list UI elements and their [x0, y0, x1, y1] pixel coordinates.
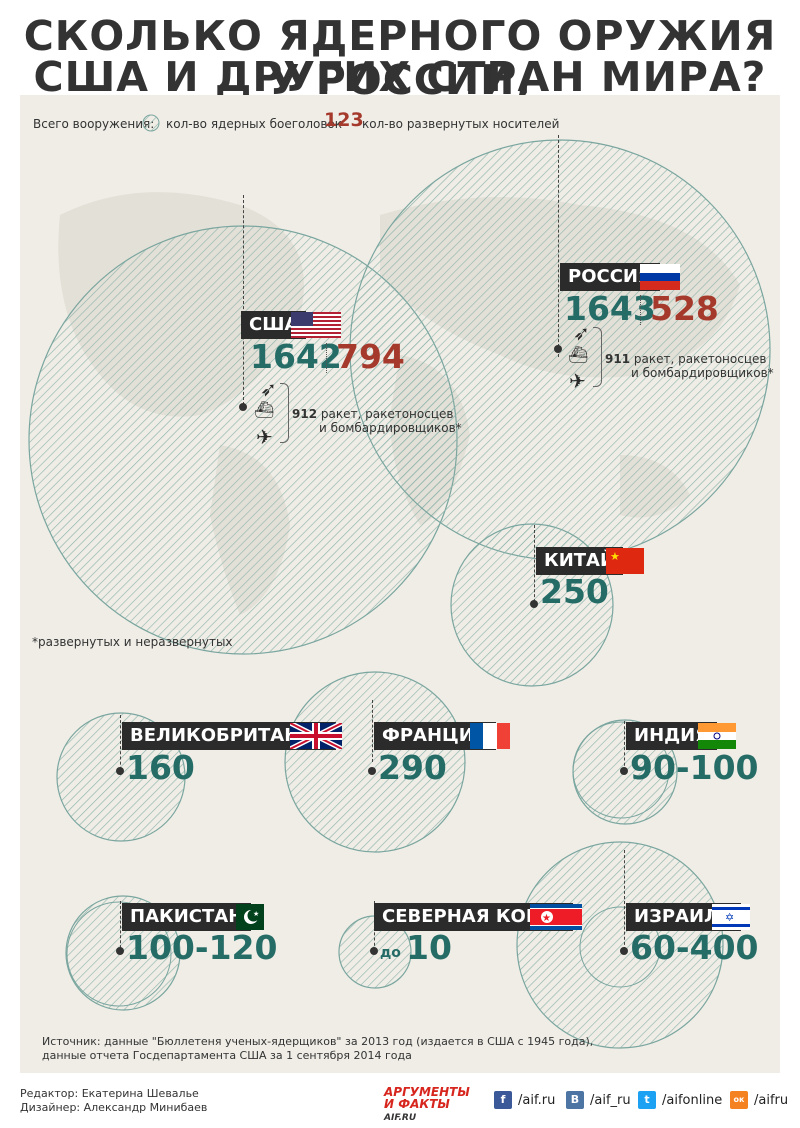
usa-warheads: 1642 — [250, 337, 342, 376]
aif-logo-domain: AIF.RU — [384, 1113, 417, 1123]
pakistan-label: ПАКИСТАН — [122, 903, 252, 931]
russia-carriers: 528 — [650, 289, 719, 328]
svg-text:★: ★ — [542, 913, 551, 924]
bomber-icon: ✈ — [569, 369, 586, 393]
france-pointer-line — [372, 700, 373, 762]
legend-hatch-icon — [142, 114, 160, 132]
pakistan-flag-icon: ★ — [236, 904, 264, 930]
china-pointer-line — [534, 525, 535, 607]
usa-carrier-line1: 912 ракет, ракетоносцев — [292, 407, 453, 421]
world-map-background — [28, 139, 771, 1049]
usa-carrier-text1: ракет, ракетоносцев — [320, 407, 454, 421]
page-title-line2: США И ДРУГИХ СТРАН МИРА? — [33, 53, 767, 101]
france-warheads: 290 — [378, 748, 447, 787]
legend-carriers-label: кол-во развернутых носителей — [362, 117, 560, 131]
france-flag-icon — [470, 723, 510, 749]
russia-location-dot — [554, 345, 562, 353]
india-pointer-line — [624, 721, 625, 771]
aif-logo-line1: АРГУМЕНТЫ — [384, 1085, 470, 1099]
odnoklassniki-icon: ок — [730, 1091, 748, 1109]
israel-warheads: 60-400 — [630, 928, 759, 967]
russia-carrier-text1: ракет, ракетоносцев — [633, 352, 767, 366]
uk-pointer-line — [120, 715, 121, 775]
usa-carriers: 794 — [336, 337, 405, 376]
china-flag-icon: ★ — [606, 548, 644, 574]
china-warheads: 250 — [540, 572, 609, 611]
aif-logo[interactable]: АРГУМЕНТЫ И ФАКТЫ AIF.RU — [384, 1086, 480, 1124]
designer-credit: Дизайнер: Александр Минибаев — [20, 1101, 208, 1114]
usa-separator — [326, 343, 328, 373]
israel-flag-icon: ✡ — [712, 904, 750, 930]
russia-flag-icon — [640, 264, 680, 290]
missile-icon: ➶ — [573, 321, 590, 345]
north-korea-warheads: 10 — [406, 928, 452, 967]
social-vk[interactable]: В /aif_ru — [566, 1090, 631, 1110]
usa-pointer-line — [243, 195, 244, 405]
france-circle — [284, 671, 466, 853]
social-twitter-label: /aifonline — [662, 1092, 723, 1108]
twitter-icon: t — [638, 1091, 656, 1109]
source-line1: Источник: данные "Бюллетеня ученых-ядерщ… — [42, 1035, 594, 1048]
social-facebook-label: /aif.ru — [518, 1092, 556, 1108]
bomber-icon: ✈ — [256, 425, 273, 449]
uk-warheads: 160 — [126, 748, 195, 787]
page-title-line1: СКОЛЬКО ЯДЕРНОГО ОРУЖИЯ У РОССИИ, — [23, 12, 777, 104]
usa-brace — [280, 383, 289, 443]
pakistan-warheads: 100-120 — [126, 928, 278, 967]
usa-flag-icon — [291, 312, 341, 338]
russia-carrier-count: 911 — [605, 352, 631, 366]
submarine-icon: ⛴ — [568, 345, 589, 364]
russia-carrier-line1: 911 ракет, ракетоносцев — [605, 352, 766, 366]
north-korea-location-dot — [370, 947, 378, 955]
svg-text:✡: ✡ — [725, 911, 734, 924]
usa-location-dot — [239, 403, 247, 411]
israel-circle — [516, 841, 724, 1049]
legend-warheads-label: кол-во ядерных боеголовок — [166, 117, 343, 131]
facebook-icon: f — [494, 1091, 512, 1109]
russia-brace — [593, 327, 602, 387]
russia-pointer-line — [558, 135, 559, 357]
social-vk-label: /aif_ru — [590, 1092, 631, 1108]
uk-location-dot — [116, 767, 124, 775]
social-twitter[interactable]: t /aifonline — [638, 1090, 722, 1110]
vk-icon: В — [566, 1091, 584, 1109]
russia-carrier-line2: и бомбардировщиков* — [631, 366, 774, 380]
editor-credit: Редактор: Екатерина Шевалье — [20, 1087, 199, 1100]
social-facebook[interactable]: f /aif.ru — [494, 1090, 555, 1110]
india-warheads: 90-100 — [630, 748, 759, 787]
svg-text:★: ★ — [610, 550, 620, 563]
source-line2: данные отчета Госдепартамента США за 1 с… — [42, 1049, 412, 1062]
uk-flag-icon — [290, 723, 342, 749]
israel-location-dot — [620, 947, 628, 955]
submarine-icon: ⛴ — [254, 400, 275, 419]
missile-icon: ➶ — [260, 377, 277, 401]
infographic-panel: Всего вооружения: кол-во ядерных боеголо… — [20, 95, 780, 1073]
svg-text:★: ★ — [253, 910, 259, 918]
france-location-dot — [368, 767, 376, 775]
pakistan-pointer-line — [120, 901, 121, 953]
usa-carrier-count: 912 — [292, 407, 318, 421]
usa-carrier-line2: и бомбардировщиков* — [319, 421, 462, 435]
india-flag-icon — [698, 723, 736, 749]
north-korea-prefix: до — [380, 945, 401, 961]
social-odnoklassniki[interactable]: ок /aifru — [730, 1090, 788, 1110]
legend-carriers-sample: 123 — [324, 109, 364, 131]
north-korea-flag-icon: ★ — [530, 904, 582, 930]
israel-pointer-line — [624, 850, 625, 950]
legend-prefix: Всего вооружения: — [33, 117, 155, 131]
china-location-dot — [530, 600, 538, 608]
pakistan-location-dot — [116, 947, 124, 955]
social-odnoklassniki-label: /aifru — [754, 1092, 789, 1108]
india-location-dot — [620, 767, 628, 775]
russia-separator — [640, 295, 642, 325]
footnote: *развернутых и неразвернутых — [32, 635, 233, 649]
aif-logo-line2: И ФАКТЫ — [384, 1097, 450, 1111]
